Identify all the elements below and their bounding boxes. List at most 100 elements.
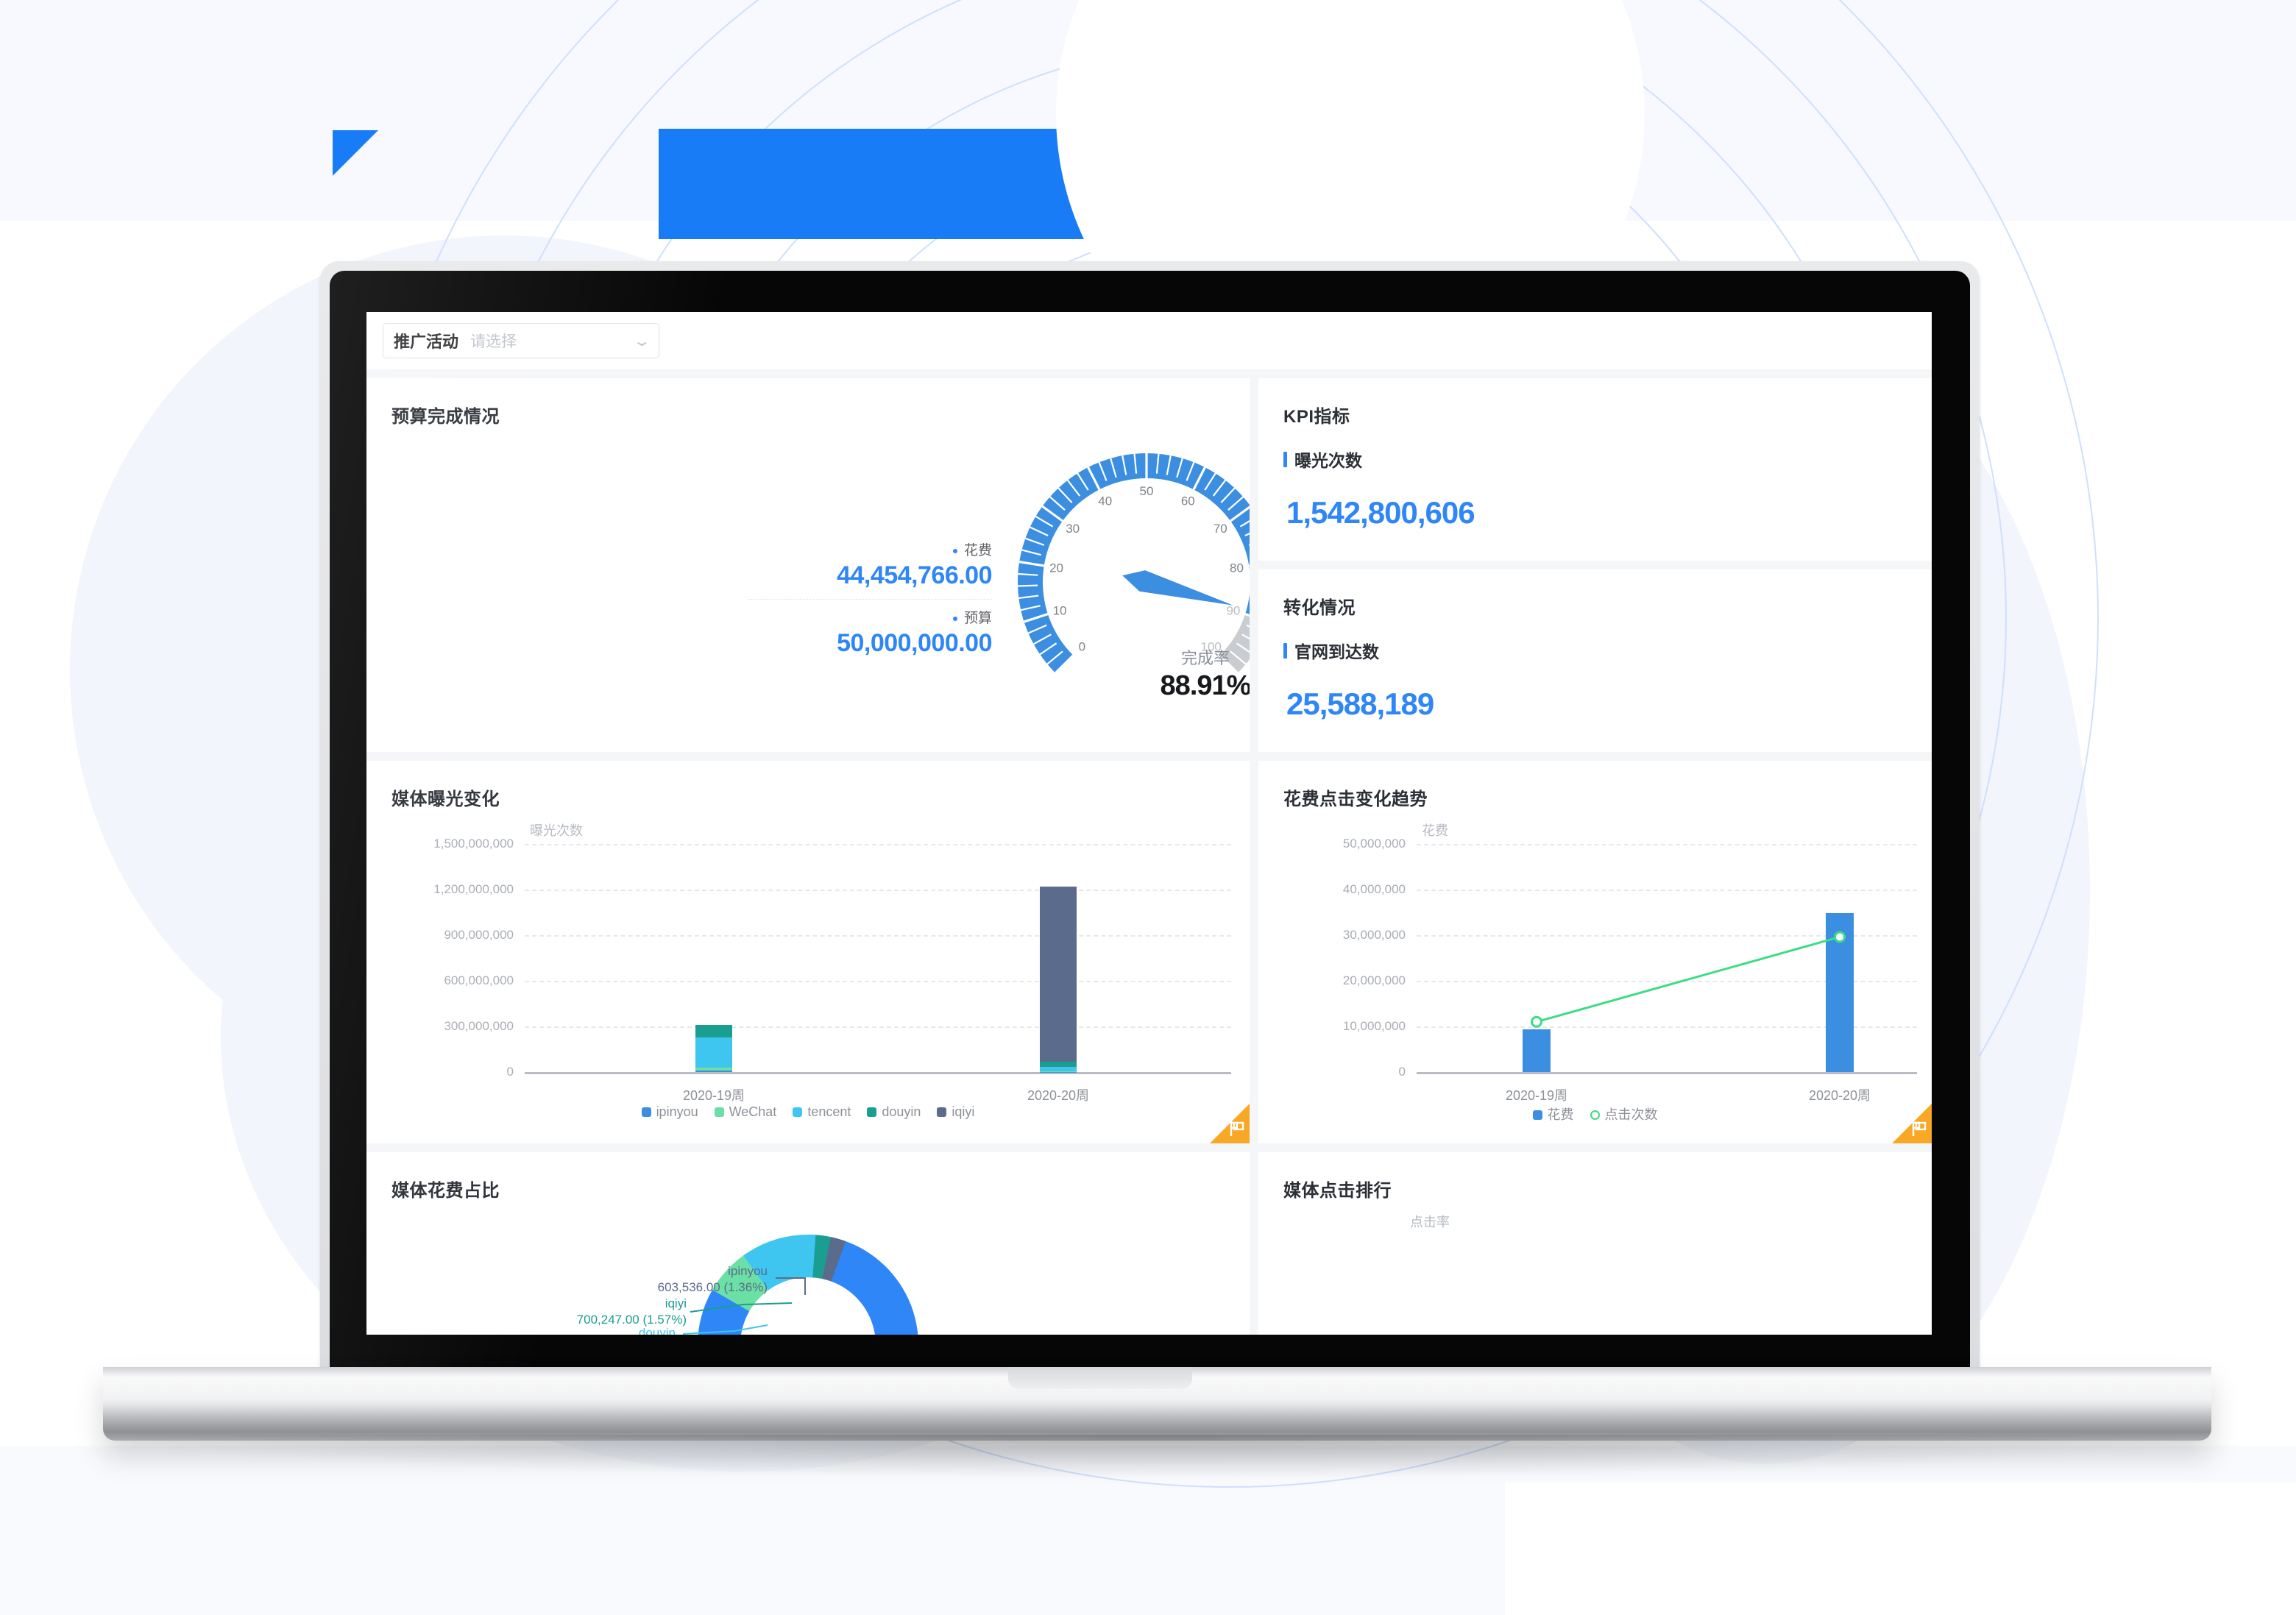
- exposure-bar-segment: [1040, 887, 1077, 1062]
- cost-click-chart: 花费 50,000,000 40,000,000 30,000,000 20,000,…: [1258, 810, 1932, 1131]
- dashboard-column-right: KPI指标 曝光次数 1,542,800,606 转化情况 官网到达数 25,5…: [1258, 378, 1932, 1335]
- exposure-legend-item[interactable]: ipinyou: [641, 1104, 698, 1120]
- stat-divider: [749, 598, 992, 600]
- svg-text:60: 60: [1181, 494, 1195, 508]
- exposure-y-tick: 1,200,000,000: [433, 882, 514, 896]
- rank-y-axis-name: 点击率: [1410, 1215, 1450, 1229]
- exposure-y-tick: 900,000,000: [444, 928, 514, 942]
- svg-text:50: 50: [1140, 484, 1154, 498]
- laptop-base-notch: [1008, 1367, 1192, 1389]
- svg-text:10: 10: [1053, 603, 1067, 617]
- decorative-white-panel: [1505, 1483, 2296, 1615]
- kpi-metric-value: 1,542,800,606: [1286, 495, 1475, 530]
- exposure-legend-item[interactable]: douyin: [867, 1104, 921, 1120]
- conversion-metric-label: 官网到达数: [1258, 619, 1932, 663]
- cost-click-legend: 花费 点击次数: [1258, 1104, 1932, 1124]
- spend-label: 花费: [749, 539, 992, 559]
- cost-gridline: [1417, 1026, 1917, 1028]
- conversion-card-title: 转化情况: [1283, 598, 1356, 618]
- cost-y-tick: 10,000,000: [1342, 1019, 1406, 1033]
- svg-text:0: 0: [1079, 640, 1085, 654]
- exposure-x-tick: 2020-19周: [682, 1088, 745, 1103]
- exposure-gridline: [525, 844, 1231, 845]
- report-flag-icon[interactable]: [1210, 1104, 1250, 1143]
- svg-text:100: 100: [1200, 640, 1221, 654]
- conversion-metric-value: 25,588,189: [1286, 686, 1434, 721]
- click-legend-item[interactable]: 点击次数: [1590, 1104, 1658, 1124]
- exposure-legend-item[interactable]: WeChat: [714, 1104, 776, 1120]
- donut-slice-value: 700,247.00 (1.57%): [576, 1313, 687, 1327]
- budget-label: 预算: [749, 607, 992, 627]
- donut-slice-name: ipinyou: [728, 1264, 768, 1278]
- exposure-y-tick: 0: [506, 1065, 514, 1079]
- budget-card-title: 预算完成情况: [391, 407, 500, 427]
- cost-gridline: [1417, 890, 1917, 891]
- click-rank-chart: 点击率: [1258, 1202, 1932, 1335]
- cost-y-axis-name: 花费: [1422, 823, 1448, 838]
- completion-rate-caption: 完成率: [1180, 649, 1230, 667]
- layout-gap: [366, 369, 1932, 378]
- spend-share-chart: ipinyou 603,536.00 (1.36%) iqiyi 700,247.00…: [366, 1202, 1250, 1335]
- donut-slice-label: ipinyou 603,536.00 (1.36%): [532, 1263, 768, 1296]
- exposure-baseline: [525, 1072, 1231, 1074]
- exposure-y-tick: 1,500,000,000: [433, 837, 514, 851]
- cost-click-title: 花费点击变化趋势: [1283, 789, 1428, 809]
- legend-swatch: [1532, 1110, 1542, 1120]
- cost-y-tick: 0: [1398, 1065, 1406, 1079]
- exposure-bar-segment: [695, 1070, 732, 1072]
- exposure-bar-segment: [1040, 1061, 1077, 1068]
- click-rank-title: 媒体点击排行: [1283, 1181, 1392, 1201]
- layout-gap: [366, 1143, 1250, 1152]
- cost-gridline: [1417, 844, 1917, 845]
- legend-swatch: [937, 1107, 947, 1117]
- gauge-area: 花费 44,454,766.00 预算 50,000,000.00: [366, 427, 1250, 736]
- dashboard-column-left: 预算完成情况 花费 44,454,766.00 预算 50,000,000.00: [366, 378, 1250, 1335]
- budget-stats: 花费 44,454,766.00 预算 50,000,000.00: [749, 539, 993, 661]
- legend-swatch: [714, 1107, 724, 1117]
- exposure-bar-segment: [695, 1037, 732, 1068]
- svg-text:90: 90: [1226, 603, 1240, 617]
- spend-share-title: 媒体花费占比: [391, 1181, 500, 1201]
- cost-legend-item[interactable]: 花费: [1532, 1104, 1574, 1124]
- cost-y-tick: 40,000,000: [1342, 882, 1406, 896]
- exposure-gridline: [525, 1026, 1231, 1028]
- campaign-select[interactable]: 推广活动 请选择 ⌄: [383, 323, 659, 358]
- cost-x-tick: 2020-19周: [1505, 1088, 1568, 1103]
- legend-swatch: [1590, 1110, 1600, 1120]
- laptop-shadow: [88, 1435, 2222, 1479]
- media-exposure-title: 媒体曝光变化: [391, 789, 500, 809]
- donut-svg: [682, 1235, 918, 1335]
- exposure-y-tick: 600,000,000: [444, 973, 514, 987]
- decorative-blue-triangle: [333, 130, 378, 176]
- svg-text:20: 20: [1049, 561, 1063, 575]
- exposure-y-tick: 300,000,000: [444, 1019, 514, 1033]
- svg-text:70: 70: [1213, 522, 1227, 536]
- exposure-legend-item[interactable]: tencent: [793, 1104, 851, 1120]
- donut-slice-value: 603,536.00 (1.36%): [657, 1280, 768, 1295]
- exposure-gridline: [525, 890, 1231, 891]
- layout-gap: [1258, 752, 1932, 761]
- cost-gridline: [1417, 935, 1917, 937]
- laptop-screen: 推广活动 请选择 ⌄ 预算完成情况 花费 44,454,766.00 预算 50…: [366, 312, 1932, 1335]
- cost-click-card: 花费点击变化趋势 花费 50,000,000 40,000,000 30,000,0…: [1258, 761, 1932, 1143]
- cost-bar: [1523, 1029, 1551, 1072]
- kpi-card-title: KPI指标: [1283, 407, 1350, 427]
- dashboard-grid: 预算完成情况 花费 44,454,766.00 预算 50,000,000.00: [366, 378, 1932, 1335]
- exposure-bar-segment: [1040, 1067, 1077, 1072]
- click-rate-line: [1258, 1202, 1932, 1335]
- exposure-legend-item[interactable]: iqiyi: [937, 1104, 974, 1120]
- exposure-bar-segment: [695, 1025, 732, 1038]
- dashboard-toolbar: 推广活动 请选择 ⌄: [366, 312, 1932, 369]
- donut-slice-label: douyin4,920,661.00 (11.07%): [425, 1325, 676, 1335]
- donut-slice-label: iqiyi 700,247.00 (1.57%): [444, 1296, 687, 1329]
- layout-gap: [1258, 561, 1932, 569]
- kpi-metric-label: 曝光次数: [1258, 427, 1932, 472]
- legend-swatch: [793, 1107, 803, 1117]
- cost-x-tick: 2020-20周: [1808, 1088, 1871, 1103]
- exposure-bar-segment: [695, 1068, 732, 1071]
- exposure-y-axis-name: 曝光次数: [530, 823, 583, 838]
- report-flag-icon[interactable]: [1892, 1104, 1932, 1143]
- donut-slice-name: iqiyi: [665, 1296, 687, 1310]
- chevron-down-icon[interactable]: ⌄: [633, 333, 652, 349]
- exposure-gridline: [525, 935, 1231, 937]
